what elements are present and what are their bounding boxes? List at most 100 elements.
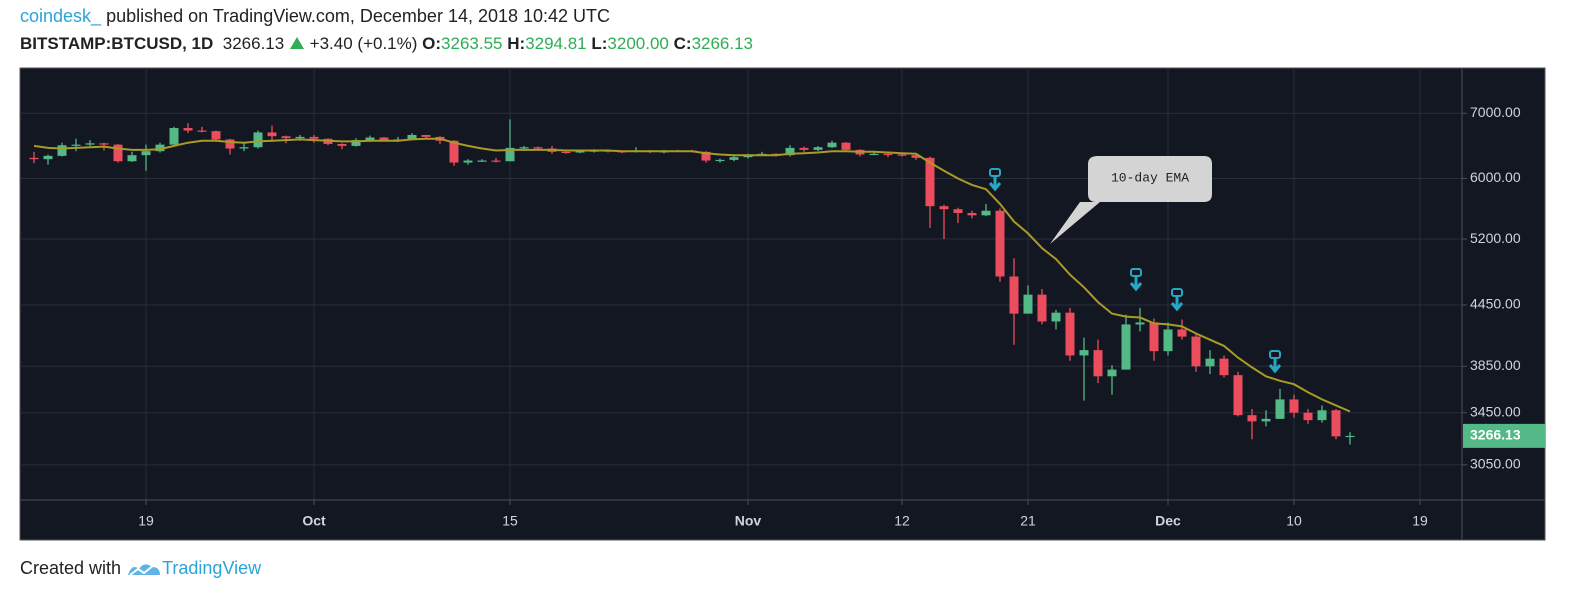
last-price: 3266.13	[222, 34, 285, 53]
low-label: L:	[591, 34, 608, 53]
y-tick-label: 4450.00	[1470, 296, 1521, 312]
candle-body	[1247, 415, 1257, 422]
footer-brand[interactable]: TradingView	[162, 558, 262, 578]
candle-body	[1261, 418, 1271, 422]
x-tick-label: 10	[1286, 513, 1302, 529]
change: +3.40 (+0.1%)	[309, 34, 418, 53]
candle-body	[211, 131, 221, 140]
x-tick-label: 19	[138, 513, 154, 529]
candle-body	[351, 140, 361, 146]
candle-body	[827, 142, 837, 148]
open-value: 3263.55	[441, 34, 503, 53]
candle-body	[155, 144, 165, 152]
candle-body	[309, 136, 319, 139]
candle-body	[813, 147, 823, 150]
last-price-tag	[1463, 423, 1545, 448]
candle-body	[491, 160, 501, 162]
candle-body	[281, 136, 291, 139]
candle-body	[505, 147, 515, 162]
candle-body	[267, 132, 277, 137]
candle-body	[841, 142, 851, 150]
candle-body	[1093, 350, 1103, 377]
footer-text: Created with	[20, 558, 122, 578]
candle-body	[141, 151, 151, 156]
signal-marker	[1129, 268, 1143, 292]
x-tick-label: Oct	[302, 513, 326, 529]
candle-body	[1149, 322, 1159, 352]
candle-body	[911, 155, 921, 158]
high-label: H:	[507, 34, 526, 53]
candle-body	[1107, 369, 1117, 377]
candle-body	[477, 160, 487, 162]
close-label: C:	[673, 34, 692, 53]
candle-body	[1275, 399, 1285, 419]
candle-body	[113, 144, 123, 162]
candle-body	[1009, 276, 1019, 314]
candle-body	[1191, 336, 1201, 367]
author[interactable]: coindesk_	[20, 6, 102, 26]
ema-line	[33, 137, 1351, 413]
y-tick-label: 5200.00	[1470, 230, 1521, 246]
candle-body	[799, 147, 809, 150]
chart-background	[19, 67, 1546, 541]
high-value: 3294.81	[525, 34, 587, 53]
signal-marker	[1268, 350, 1282, 374]
y-tick-label: 3450.00	[1470, 403, 1521, 419]
x-tick-label: 12	[894, 513, 910, 529]
candle-body	[561, 151, 571, 154]
candle-body	[99, 143, 109, 145]
published: published on TradingView.com, December 1…	[106, 6, 611, 26]
candle-body	[701, 151, 711, 161]
callout	[1050, 156, 1212, 244]
candle-body	[995, 210, 1005, 277]
candle-body	[169, 128, 179, 145]
candle-body	[967, 213, 977, 216]
y-tick-label: 6000.00	[1470, 169, 1521, 185]
up-icon	[289, 37, 304, 49]
candle-body	[421, 134, 431, 137]
candle-body	[925, 157, 935, 207]
candle-body	[1079, 350, 1089, 356]
candle-body	[729, 157, 739, 160]
candle-body	[883, 153, 893, 156]
candle-body	[1177, 329, 1187, 337]
candle-body	[869, 153, 879, 156]
candle-body	[1163, 329, 1173, 352]
candle-body	[1317, 410, 1327, 421]
candle-body	[533, 147, 543, 149]
low-value: 3200.00	[607, 34, 669, 53]
candle-body	[365, 137, 375, 141]
y-tick-label: 3050.00	[1470, 456, 1521, 472]
candle-body	[85, 143, 95, 145]
footer: Created with TradingView	[20, 558, 261, 579]
candle-body	[981, 210, 991, 216]
candle-body	[1289, 399, 1299, 413]
candle-body	[127, 155, 137, 162]
candle-body	[1051, 312, 1061, 322]
candle-body	[953, 209, 963, 214]
candle-body	[463, 160, 473, 163]
candle-body	[379, 137, 389, 141]
candle-body	[1205, 358, 1215, 367]
chart: 3050.00 3450.00 3850.00 4450.00 5200.00 6000.…	[19, 67, 1546, 541]
candle-body	[519, 147, 529, 149]
candle-body	[715, 159, 725, 162]
candle-body	[939, 206, 949, 210]
candle-body	[897, 154, 907, 156]
y-tick-label: 7000.00	[1470, 104, 1521, 120]
signal-marker	[1170, 288, 1184, 312]
candle-body	[407, 134, 417, 140]
brand-logo	[128, 563, 161, 576]
x-tick-label: 21	[1020, 513, 1036, 529]
candle-body	[71, 144, 81, 146]
callout-text: 10-day EMA	[1111, 170, 1189, 185]
candle-body	[225, 139, 235, 149]
candle-body	[57, 145, 67, 156]
candle-body	[1023, 294, 1033, 314]
candle-body	[253, 132, 263, 148]
candle-body	[43, 155, 53, 160]
candle-body	[785, 147, 795, 156]
signal-marker	[988, 168, 1002, 192]
candle-body	[183, 128, 193, 131]
